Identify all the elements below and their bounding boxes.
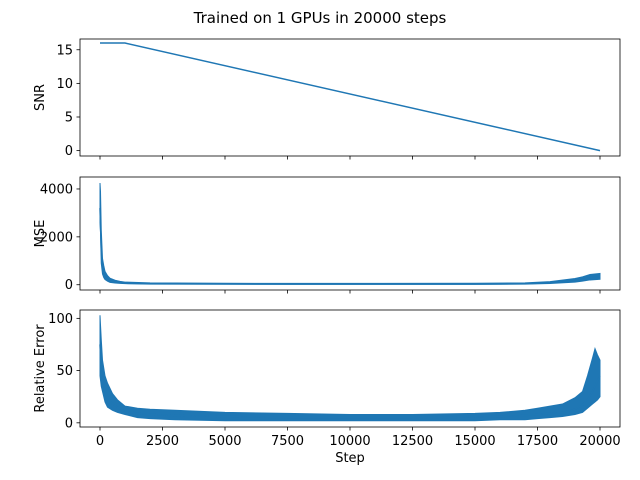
snr-ytick-label: 5 — [65, 111, 73, 126]
relative-error-noise-band — [99, 315, 601, 422]
mse-panel: 0 2000 4000 MSE — [33, 176, 621, 294]
figure-title: Trained on 1 GPUs in 20000 steps — [193, 9, 447, 27]
mse-noise-band — [99, 182, 601, 285]
relative-error-ylabel: Relative Error — [33, 324, 48, 413]
relative-error-xtick-label: 7500 — [271, 434, 304, 449]
relative-error-xtick-label: 17500 — [517, 434, 558, 449]
relative-error-ytick-label: 50 — [56, 364, 73, 379]
relative-error-xtick-label: 0 — [96, 434, 104, 449]
relative-error-series-line — [99, 344, 601, 419]
relative-error-xtick-label: 2500 — [146, 434, 179, 449]
snr-panel: 0 5 10 15 SNR — [33, 38, 621, 160]
mse-ytick-label: 4000 — [40, 182, 73, 197]
relative-error-xlabel: Step — [335, 451, 365, 466]
mse-ytick-label: 0 — [65, 278, 73, 293]
snr-ytick-label: 15 — [56, 43, 73, 58]
relative-error-ytick-label: 0 — [65, 416, 73, 431]
mse-series-line — [99, 208, 601, 285]
mse-ylabel: MSE — [33, 220, 48, 248]
relative-error-ytick-label: 100 — [48, 312, 73, 327]
relative-error-xtick-label: 15000 — [454, 434, 495, 449]
snr-ytick-label: 0 — [65, 144, 73, 159]
relative-error-xtick-label: 12500 — [392, 434, 433, 449]
snr-ylabel: SNR — [33, 84, 48, 111]
relative-error-xtick-label: 5000 — [208, 434, 241, 449]
mse-ytick-label: 2000 — [40, 230, 73, 245]
relative-error-xtick-label: 20000 — [579, 434, 620, 449]
snr-series-line — [100, 42, 601, 152]
relative-error-xtick-label: 10000 — [329, 434, 370, 449]
relative-error-panel: 0 2500 5000 7500 10000 12500 15000 17500 20000 0 5… — [33, 309, 621, 466]
snr-ytick-label: 10 — [56, 77, 73, 92]
